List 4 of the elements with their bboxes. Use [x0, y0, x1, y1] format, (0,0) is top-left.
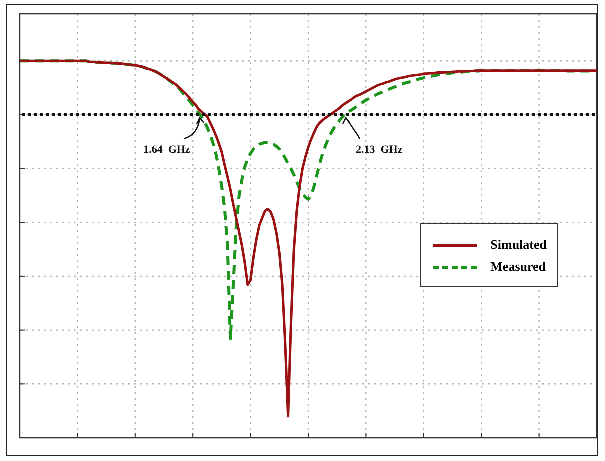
annotation: 1.64 GHz — [144, 144, 190, 156]
legend-label: Simulated — [490, 237, 547, 253]
legend-label: Measured — [490, 259, 546, 275]
annotation: 2.13 GHz — [356, 144, 403, 156]
